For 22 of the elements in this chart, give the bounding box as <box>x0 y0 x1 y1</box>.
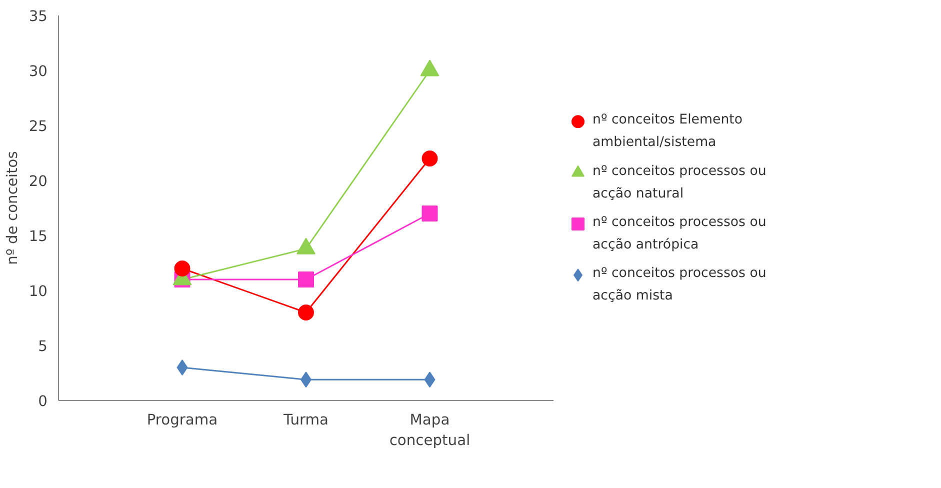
legend-label: nº conceitos processos ou acção antrópica <box>592 214 766 252</box>
x-tick-label: Programa <box>146 412 218 428</box>
point <box>422 150 438 166</box>
y-tick-label: 5 <box>38 338 48 355</box>
y-tick-label: 35 <box>28 8 48 25</box>
y-tick-label: 0 <box>38 393 48 410</box>
y-tick-label: 15 <box>28 228 48 245</box>
y-tick-label: 30 <box>28 63 48 80</box>
x-tick-label: Mapa conceptual <box>389 412 470 449</box>
y-tick-label: 20 <box>28 173 48 190</box>
legend-label: nº conceitos processos ou acção mista <box>592 266 766 304</box>
legend-label: nº conceitos Elemento ambiental/sistema <box>592 112 743 150</box>
x-tick-label: Turma <box>282 412 329 428</box>
point <box>298 272 314 288</box>
y-tick-label: 10 <box>28 283 48 300</box>
point <box>298 304 314 320</box>
y-tick-label: 25 <box>28 118 48 135</box>
point <box>174 260 190 276</box>
legend-label: nº conceitos processos ou acção natural <box>592 164 766 202</box>
point <box>422 206 438 222</box>
y-axis-title: nº de conceitos <box>4 151 21 265</box>
point <box>176 360 188 376</box>
